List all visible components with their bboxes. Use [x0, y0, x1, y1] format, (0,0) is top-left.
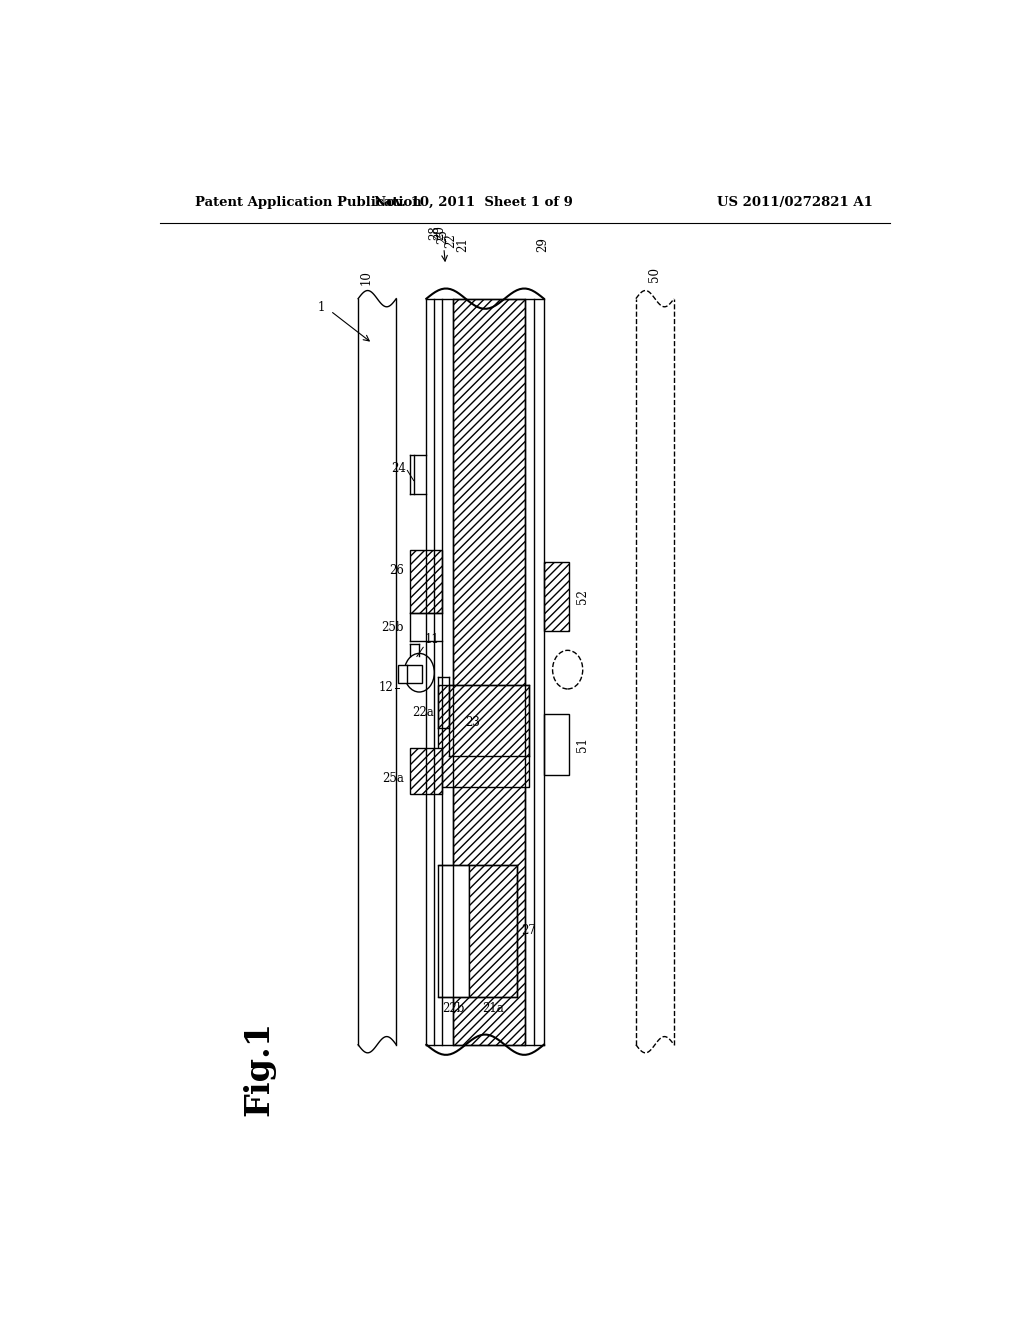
Bar [437, 865, 469, 997]
Text: 50: 50 [648, 268, 662, 282]
Text: 28: 28 [428, 224, 441, 240]
Text: US 2011/0272821 A1: US 2011/0272821 A1 [717, 195, 872, 209]
Text: 22: 22 [443, 234, 457, 248]
Circle shape [553, 651, 583, 689]
Bar [410, 549, 442, 612]
Text: 23: 23 [465, 715, 480, 729]
Text: 21a: 21a [482, 1002, 504, 1015]
Text: 25a: 25a [382, 772, 404, 785]
Circle shape [404, 653, 434, 692]
Text: 52: 52 [575, 589, 589, 605]
Text: 51: 51 [575, 738, 589, 752]
Text: 1: 1 [317, 301, 325, 314]
Text: 24: 24 [391, 462, 406, 475]
Text: Patent Application Publication: Patent Application Publication [196, 195, 422, 209]
Text: 11: 11 [425, 634, 439, 647]
Bar [454, 298, 524, 1044]
Bar [544, 714, 569, 775]
Text: Nov. 10, 2011  Sheet 1 of 9: Nov. 10, 2011 Sheet 1 of 9 [374, 195, 572, 209]
Text: Fig.1: Fig.1 [243, 1020, 275, 1115]
Bar [544, 562, 569, 631]
Text: 20: 20 [433, 224, 446, 240]
Text: 29: 29 [536, 238, 549, 252]
Text: 25b: 25b [382, 622, 404, 635]
Text: 26: 26 [389, 564, 404, 577]
Text: 22a: 22a [413, 706, 434, 719]
Text: 10: 10 [359, 271, 373, 285]
Text: 27: 27 [521, 924, 536, 937]
Text: 25: 25 [436, 228, 449, 244]
Bar [410, 748, 442, 793]
Text: 21: 21 [457, 238, 470, 252]
Text: 22b: 22b [442, 1002, 465, 1015]
Bar [397, 664, 422, 682]
Bar [469, 865, 517, 997]
Text: 12: 12 [379, 681, 394, 694]
Bar [437, 685, 528, 787]
